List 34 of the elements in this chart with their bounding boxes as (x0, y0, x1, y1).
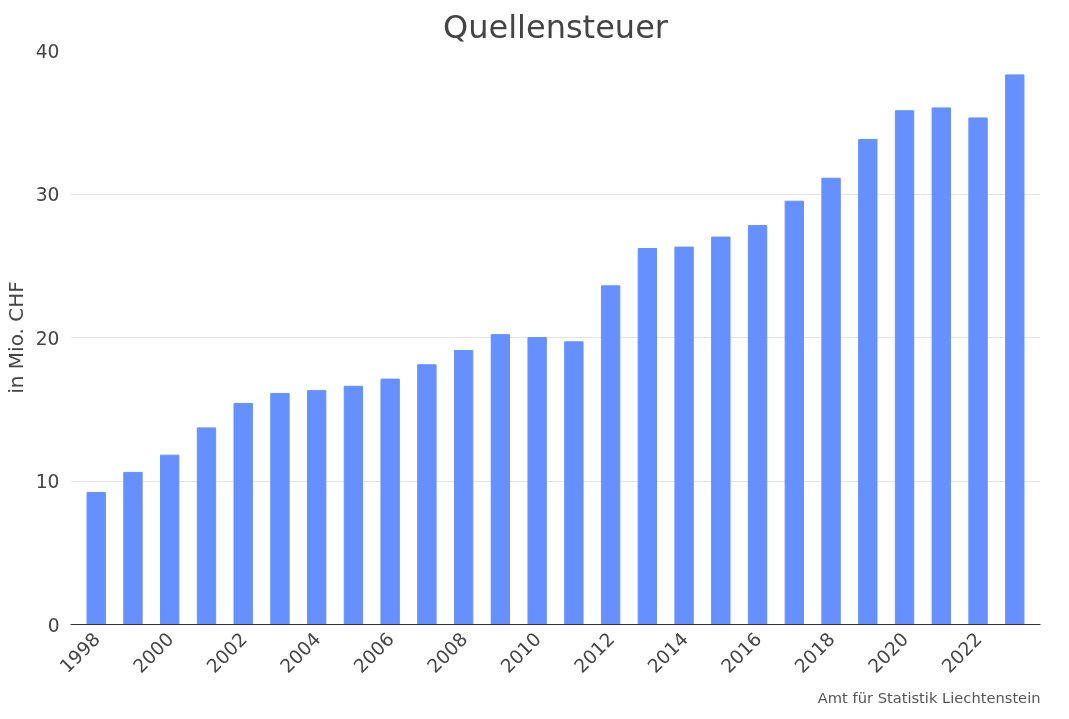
bar (564, 341, 584, 625)
bar (306, 390, 327, 625)
bar (711, 236, 731, 625)
bar (968, 117, 988, 625)
bar (894, 110, 915, 625)
bar (858, 138, 878, 625)
bar (600, 285, 621, 625)
bar (1005, 74, 1025, 625)
bar (674, 246, 694, 625)
bar (821, 177, 841, 625)
bar (784, 200, 805, 625)
bar (453, 349, 474, 625)
bar (527, 337, 547, 625)
bar (637, 248, 658, 625)
chart-title: Quellensteuer (443, 7, 669, 46)
y-tick-label: 0 (47, 614, 60, 636)
y-axis-title: in Mio. CHF (3, 281, 28, 394)
bar (196, 427, 217, 625)
y-tick-label: 20 (35, 327, 60, 349)
bar (931, 107, 951, 625)
bar (343, 385, 364, 625)
text: Amt für Statistik Liechtenstein (817, 688, 1041, 706)
bar (233, 403, 253, 625)
y-tick-label: 10 (35, 471, 60, 492)
bar (380, 378, 400, 625)
bar (270, 392, 290, 625)
bar (123, 471, 143, 625)
y-tick-label: 40 (35, 40, 60, 62)
bar (160, 454, 180, 625)
bar (86, 491, 106, 625)
y-tick-label: 30 (35, 184, 60, 205)
bar (490, 334, 511, 625)
bar (417, 364, 437, 625)
bar (747, 225, 768, 625)
